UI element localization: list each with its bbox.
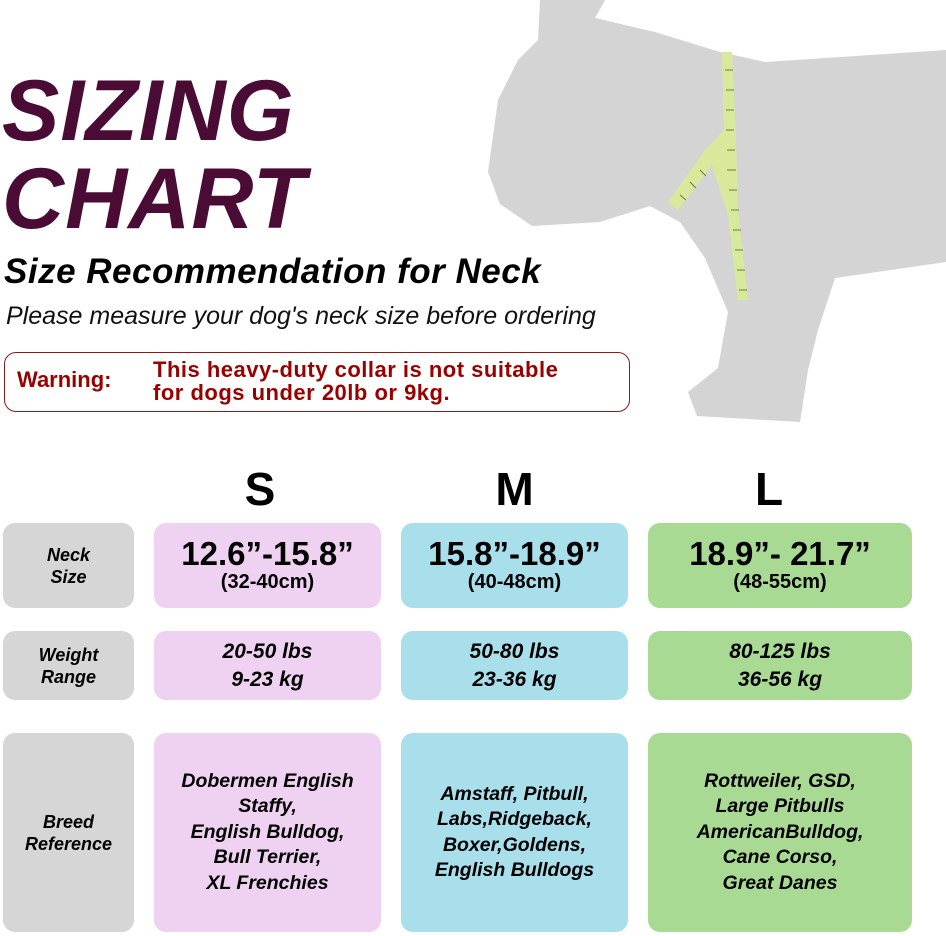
weight-kg: 36-56 kg [737, 667, 823, 691]
neck-cm: (32-40cm) [220, 571, 315, 593]
label-text: Breed [42, 811, 95, 832]
weight-cell-l: 80-125 lbs 36-56 kg [648, 631, 912, 700]
label-text: Neck [46, 544, 91, 565]
breed-line: Rottweiler, GSD, [704, 769, 856, 792]
weight-lbs: 20-50 lbs [222, 639, 313, 663]
weight-cell-s: 20-50 lbs 9-23 kg [154, 631, 381, 700]
dog-body [488, 0, 946, 422]
row-label-neck: Neck Size [3, 523, 134, 608]
label-text: Range [40, 666, 96, 687]
breed-cell-s: Dobermen English Staffy, English Bulldog, B… [154, 733, 381, 932]
neck-cell-s: 12.6”-15.8” (32-40cm) [154, 523, 381, 608]
breed-line: English Bulldogs [434, 859, 595, 881]
neck-cm: (40-48cm) [467, 571, 562, 593]
breed-line: Boxer,Goldens, [442, 833, 587, 856]
warning-line: This heavy-duty collar is not suitable [153, 357, 559, 382]
neck-cm: (48-55cm) [733, 571, 827, 593]
title-line-1: SIZING [2, 63, 295, 159]
breed-line: Large Pitbulls [715, 795, 845, 818]
size-header-m: M [495, 463, 534, 515]
breed-line: Amstaff, Pitbull, [440, 782, 589, 805]
breed-line: Dobermen English [181, 769, 354, 792]
weight-lbs: 80-125 lbs [729, 639, 831, 663]
neck-cell-m: 15.8”-18.9” (40-48cm) [401, 523, 628, 608]
size-header-l: L [754, 463, 784, 515]
neck-inches: 18.9”- 21.7” [689, 535, 871, 572]
breed-line: Cane Corso, [722, 846, 838, 869]
title-line-2: CHART [2, 151, 307, 247]
neck-inches: 12.6”-15.8” [181, 535, 354, 572]
neck-inches: 15.8”-18.9” [428, 535, 601, 572]
breed-line: Great Danes [722, 871, 838, 894]
neck-cell-l: 18.9”- 21.7” (48-55cm) [648, 523, 912, 608]
subtitle: Size Recommendation for Neck [4, 252, 542, 291]
breed-line: Bull Terrier, [213, 846, 322, 869]
warning-message: This heavy-duty collar is not suitable f… [153, 358, 558, 404]
measuring-tape-icon [668, 52, 748, 300]
label-text: Reference [24, 833, 113, 854]
breed-cell-m: Amstaff, Pitbull, Labs,Ridgeback, Boxer,Go… [401, 733, 628, 932]
breed-line: AmericanBulldog, [696, 820, 864, 843]
breed-line: Labs,Ridgeback, [437, 808, 592, 830]
breed-line: Staffy, [238, 795, 297, 818]
breed-line: English Bulldog, [190, 820, 345, 843]
warning-line: for dogs under 20lb or 9kg. [153, 380, 451, 405]
row-label-breed: Breed Reference [3, 733, 134, 932]
row-label-weight: Weight Range [3, 631, 134, 700]
label-text: Size [50, 566, 87, 587]
warning-label: Warning: [17, 367, 112, 392]
weight-kg: 23-36 kg [472, 667, 557, 691]
warning-box: Warning: This heavy-duty collar is not s… [4, 352, 630, 412]
weight-lbs: 50-80 lbs [469, 639, 560, 663]
breed-line: XL Frenchies [206, 871, 329, 894]
instruction-text: Please measure your dog's neck size befo… [6, 302, 596, 330]
label-text: Weight [38, 644, 99, 665]
weight-kg: 9-23 kg [231, 667, 304, 691]
breed-cell-l: Rottweiler, GSD, Large Pitbulls AmericanBu… [648, 733, 912, 932]
size-header-s: S [244, 463, 276, 515]
weight-cell-m: 50-80 lbs 23-36 kg [401, 631, 628, 700]
